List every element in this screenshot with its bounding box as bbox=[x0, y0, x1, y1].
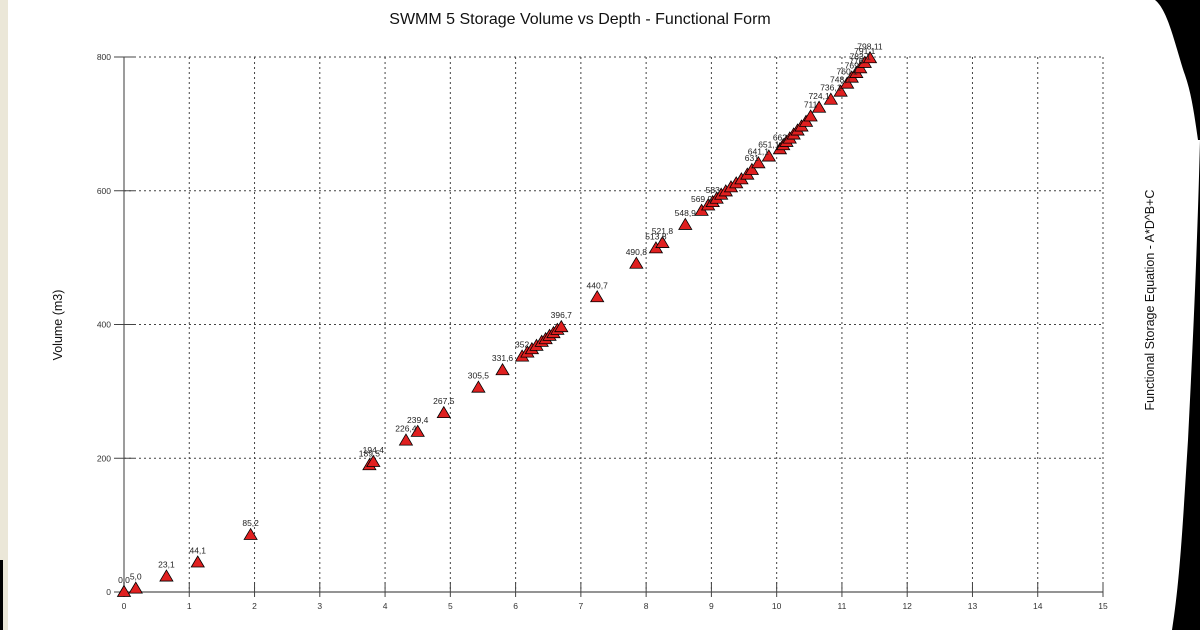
triangle-marker bbox=[436, 405, 452, 419]
triangle-marker bbox=[589, 289, 605, 303]
triangle-marker bbox=[243, 527, 258, 540]
x-tick-label: 1 bbox=[187, 601, 192, 611]
point-label: 651,1 bbox=[758, 140, 780, 150]
y-tick-label: 600 bbox=[97, 186, 111, 196]
triangle-marker bbox=[554, 319, 569, 333]
left-edge-shadow bbox=[0, 560, 3, 630]
point-label: 267,5 bbox=[433, 396, 455, 406]
triangle-marker bbox=[128, 581, 143, 594]
point-label: 189,5 bbox=[359, 448, 381, 458]
triangle-marker bbox=[471, 380, 486, 393]
point-label: 548,9 bbox=[675, 208, 697, 218]
triangle-marker bbox=[678, 217, 693, 230]
grid-lines bbox=[124, 56, 1104, 592]
point-label: 5,0 bbox=[130, 572, 142, 582]
point-label: 194,4 bbox=[363, 445, 385, 455]
triangle-marker bbox=[366, 454, 381, 467]
triangle-marker bbox=[833, 84, 848, 97]
x-tick-label: 7 bbox=[578, 601, 583, 611]
triangle-marker bbox=[190, 555, 205, 568]
point-label: 641,1 bbox=[748, 146, 770, 156]
point-label: 44,1 bbox=[189, 546, 206, 556]
x-tick-label: 10 bbox=[772, 601, 782, 611]
point-label: 239,4 bbox=[407, 415, 429, 425]
x-tick-label: 15 bbox=[1098, 601, 1108, 611]
x-tick-label: 4 bbox=[383, 601, 388, 611]
point-label: 331,6 bbox=[492, 353, 514, 363]
x-tick-label: 12 bbox=[902, 601, 912, 611]
x-tick-label: 14 bbox=[1033, 601, 1043, 611]
point-label: 776 bbox=[849, 56, 863, 66]
left-border-strip bbox=[0, 0, 8, 630]
triangle-marker bbox=[410, 424, 425, 437]
point-label: 0,0 bbox=[118, 575, 130, 585]
x-tick-label: 0 bbox=[122, 601, 127, 611]
triangle-marker bbox=[761, 149, 777, 162]
point-label: 521,8 bbox=[652, 226, 674, 236]
point-label: 798,11 bbox=[857, 41, 883, 51]
x-tick-label: 9 bbox=[709, 601, 714, 611]
x-tick-label: 11 bbox=[838, 601, 847, 611]
point-label: 352 bbox=[515, 340, 529, 350]
y-tick-label: 200 bbox=[97, 453, 111, 463]
point-label: 736,1 bbox=[820, 83, 842, 93]
triangle-marker bbox=[159, 569, 174, 582]
y-tick-label: 800 bbox=[97, 52, 111, 62]
triangle-marker bbox=[751, 156, 766, 169]
x-tick-label: 8 bbox=[644, 601, 649, 611]
point-label: 748,1 bbox=[830, 75, 852, 85]
y-tick-label: 0 bbox=[106, 587, 111, 597]
point-label: 724,1 bbox=[808, 91, 830, 101]
y-tick-label: 400 bbox=[97, 320, 111, 330]
point-label: 569,9 bbox=[691, 194, 713, 204]
point-label: 783,1 bbox=[850, 51, 872, 61]
torn-edge-right-lower bbox=[1172, 140, 1200, 630]
point-label: 760,1 bbox=[837, 67, 859, 77]
chart-title: SWMM 5 Storage Volume vs Depth - Functio… bbox=[389, 11, 771, 28]
data-points bbox=[116, 50, 878, 597]
point-label: 85,2 bbox=[242, 518, 259, 528]
point-label: 769 bbox=[845, 61, 859, 71]
point-label: 662 bbox=[773, 132, 787, 142]
torn-edge-right bbox=[1155, 0, 1200, 140]
point-label: 396,7 bbox=[551, 310, 573, 320]
triangle-marker bbox=[116, 584, 132, 597]
triangle-marker bbox=[398, 433, 414, 446]
point-label: 226,4 bbox=[395, 424, 417, 434]
point-label: 305,5 bbox=[468, 371, 490, 381]
point-label: 583 bbox=[706, 185, 720, 195]
x-tick-label: 2 bbox=[252, 601, 257, 611]
point-label: 23,1 bbox=[158, 560, 175, 570]
triangle-marker bbox=[862, 50, 878, 64]
point-label: 490,8 bbox=[626, 247, 648, 257]
triangle-marker bbox=[839, 76, 855, 89]
point-label: 513,8 bbox=[645, 231, 667, 241]
triangle-marker bbox=[803, 109, 818, 122]
triangle-marker bbox=[629, 256, 644, 269]
point-label: 631 bbox=[745, 153, 759, 163]
triangle-marker bbox=[811, 100, 827, 113]
point-label: 791,1 bbox=[854, 46, 876, 56]
point-label: 711 bbox=[804, 100, 818, 110]
triangle-marker bbox=[655, 235, 670, 248]
point-label: 440,7 bbox=[587, 280, 609, 290]
triangle-marker bbox=[495, 362, 510, 376]
x-tick-label: 6 bbox=[513, 601, 518, 611]
x-tick-label: 3 bbox=[317, 601, 322, 611]
triangle-marker bbox=[744, 162, 760, 175]
x-tick-label: 5 bbox=[448, 601, 453, 611]
triangle-marker bbox=[823, 92, 839, 105]
x-tick-label: 13 bbox=[968, 601, 978, 611]
